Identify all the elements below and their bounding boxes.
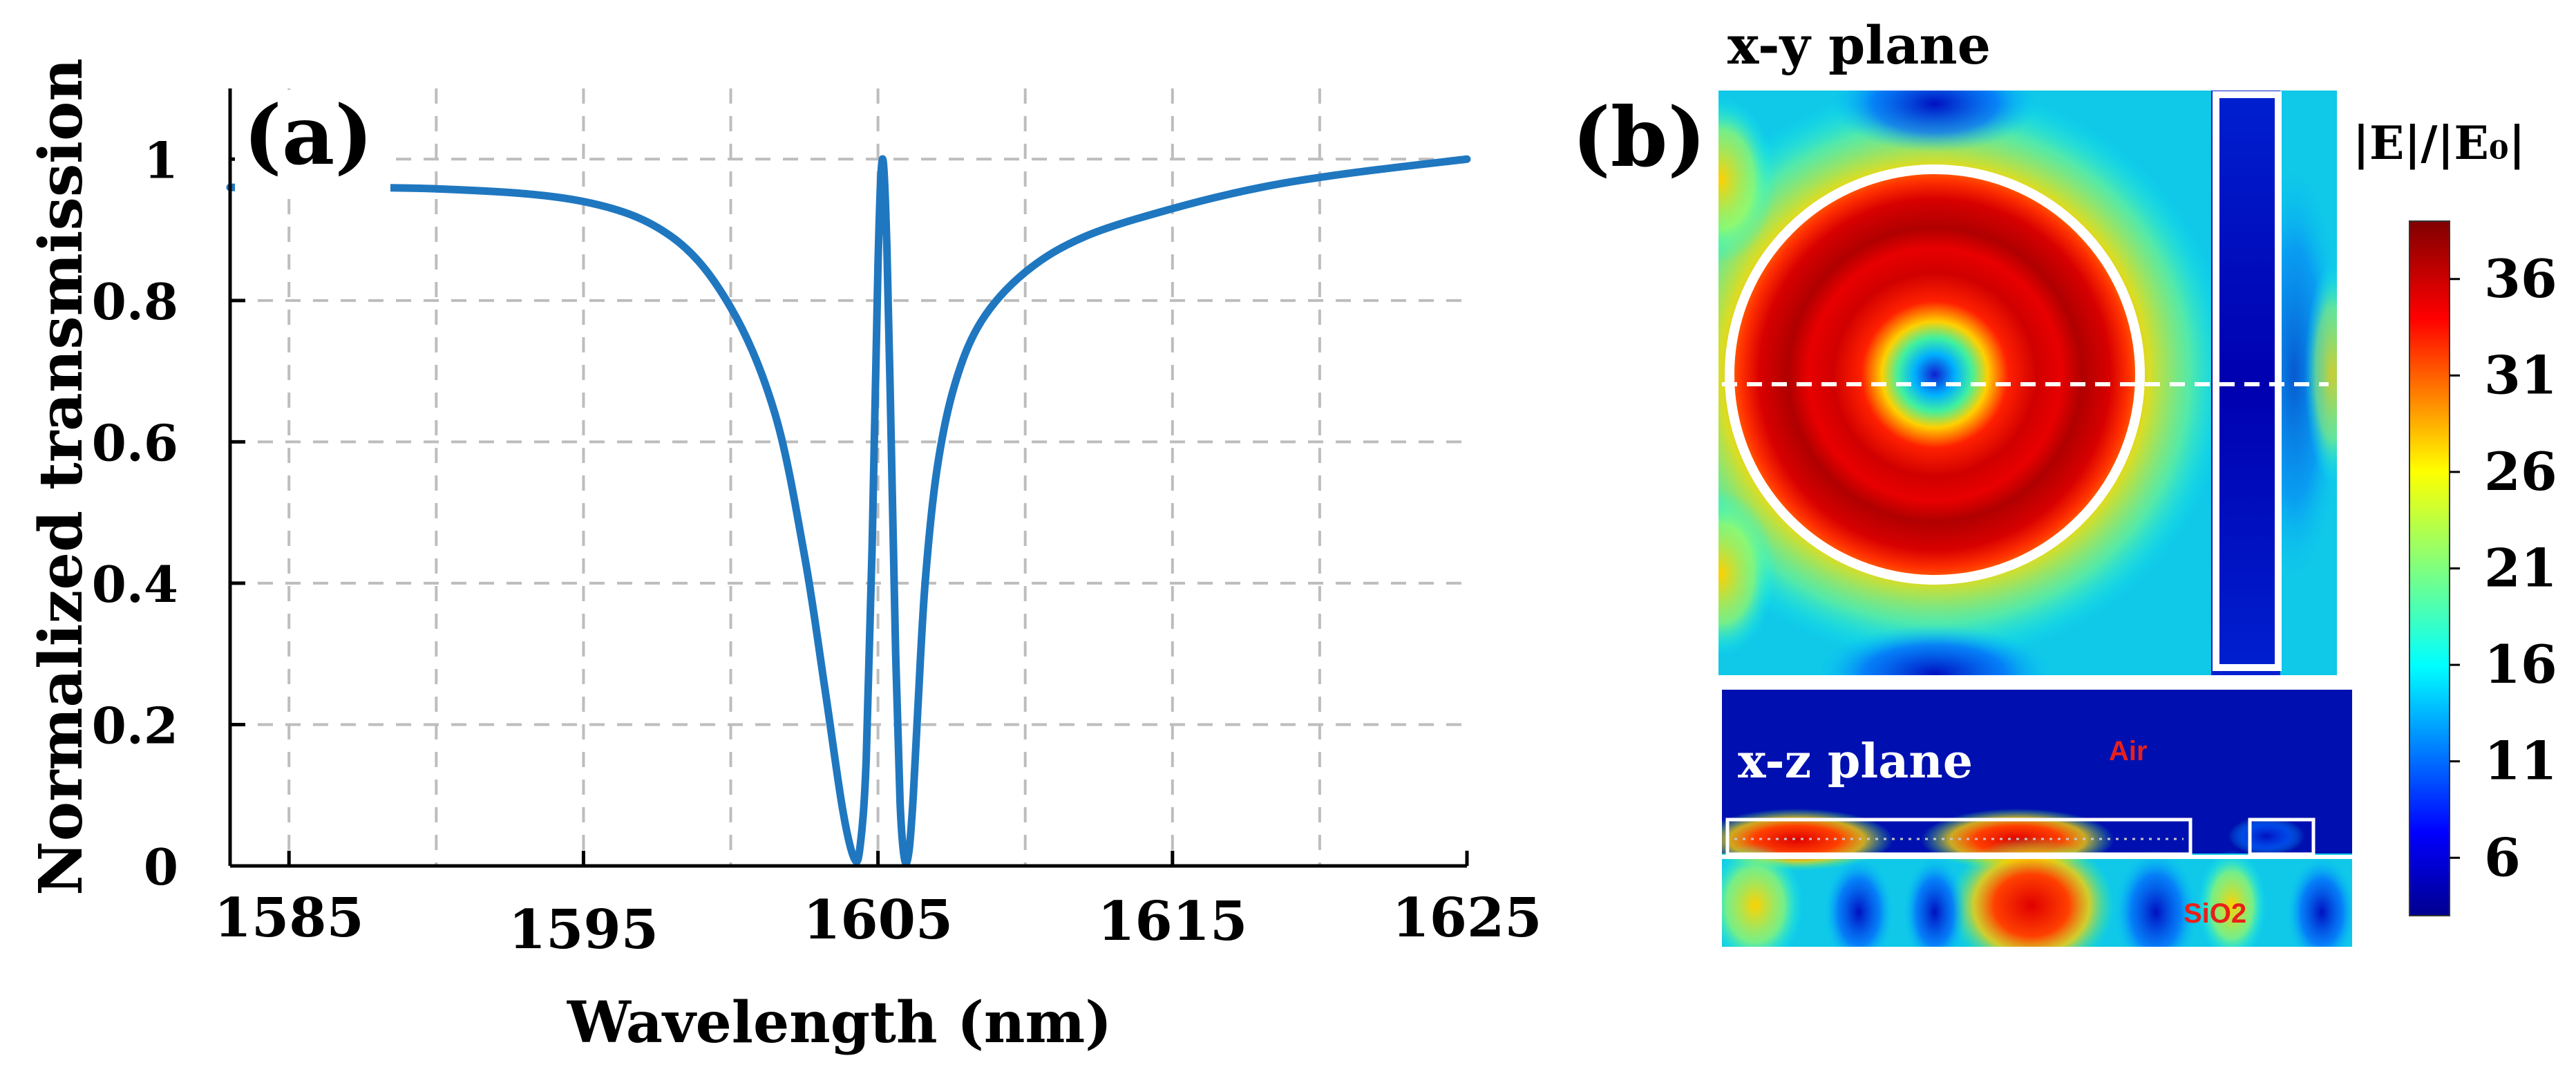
y-tick-label: 0.2	[92, 696, 178, 755]
field-distribution-panel: (b) x-y plane	[1572, 15, 2557, 947]
disk-cross-section-outline	[1725, 818, 2193, 856]
colorbar-tick-label: 36	[2484, 248, 2557, 310]
air-region-label: Air	[2109, 736, 2148, 766]
panel-a-label: (a)	[243, 87, 373, 183]
colorbar-title: |E|/|E₀|	[2353, 116, 2526, 170]
y-tick-label: 0	[144, 838, 178, 896]
y-tick-label: 0.4	[92, 555, 178, 614]
x-tick-marks	[287, 851, 1469, 866]
y-gridlines	[230, 158, 1467, 726]
plot-area	[230, 88, 1467, 866]
colorbar-tick-label: 31	[2484, 344, 2557, 406]
xz-plane-heatmap: x-z plane Air SiO2	[1722, 690, 2352, 947]
colorbar-tick-label: 6	[2484, 827, 2521, 888]
xz-plane-title: x-z plane	[1738, 734, 1973, 789]
panel-a-label-backdrop	[235, 90, 390, 194]
xy-plane-heatmap	[1718, 91, 2337, 675]
y-tick-label: 0.8	[92, 272, 178, 331]
xy-plane-title: x-y plane	[1727, 15, 1991, 76]
colorbar-ticks: 36 31 26 21 16 11 6	[2450, 248, 2557, 888]
y-tick-label: 0.6	[92, 413, 178, 472]
colorbar-tick-label: 11	[2484, 730, 2557, 792]
panel-b-label: (b)	[1572, 89, 1706, 185]
sio2-region-label: SiO2	[2184, 898, 2246, 929]
x-axis-label: Wavelength (nm)	[567, 990, 1112, 1056]
x-tick-label: 1585	[214, 887, 364, 950]
y-axis-label: Normalized transmission	[26, 58, 96, 896]
colorbar-tick-label: 16	[2484, 634, 2557, 695]
waveguide-cross-section-outline	[2248, 818, 2315, 856]
y-tick-labels: 0 0.2 0.4 0.6 0.8 1	[92, 131, 178, 896]
transmission-line-chart: (a) 1585 1595 1605 1615 1625 00.20.40.60.81 …	[26, 58, 1542, 1056]
x-tick-label: 1605	[803, 889, 953, 952]
transmission-series-line	[226, 155, 1471, 867]
x-tick-label: 1615	[1097, 890, 1247, 953]
colorbar-tick-label: 26	[2484, 441, 2557, 502]
disk-outline	[1725, 164, 2145, 585]
colorbar	[2409, 220, 2450, 916]
y-tick-label: 1	[144, 131, 178, 189]
x-tick-label: 1595	[509, 898, 659, 961]
x-tick-label: 1625	[1392, 887, 1542, 950]
x-tick-labels: 1585 1595 1605 1615 1625	[214, 887, 1542, 961]
waveguide-outline	[2213, 91, 2282, 671]
x-gridlines	[287, 88, 1321, 866]
colorbar-tick-label: 21	[2484, 538, 2557, 599]
